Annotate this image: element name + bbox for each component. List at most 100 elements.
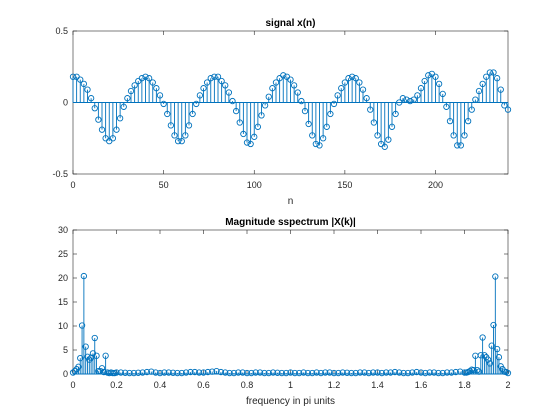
spectrum-stem-marker bbox=[475, 368, 483, 375]
spectrum-stem-marker bbox=[282, 369, 290, 377]
spectrum-stem-marker bbox=[356, 369, 364, 376]
spectrum-stem-marker bbox=[217, 368, 225, 376]
signal-stem-marker bbox=[414, 92, 421, 99]
spectrum-stem-marker bbox=[326, 369, 333, 376]
signal-stem-marker bbox=[338, 85, 345, 92]
signal-stem-marker bbox=[196, 92, 204, 99]
signal-y-tick-label: 0 bbox=[63, 98, 68, 108]
signal-stem-marker bbox=[305, 120, 312, 128]
spectrum-stem-marker bbox=[230, 369, 238, 377]
spectrum-x-tick-label: 1.4 bbox=[371, 380, 384, 390]
signal-stem-marker bbox=[421, 77, 428, 85]
spectrum-stem-marker bbox=[417, 369, 425, 376]
spectrum-stem-marker bbox=[226, 369, 233, 377]
signal-stem-marker bbox=[269, 85, 276, 92]
spectrum-stem-marker bbox=[209, 368, 216, 375]
signal-stem-marker bbox=[464, 117, 472, 125]
signal-stem-marker bbox=[95, 116, 102, 123]
spectrum-stem-marker bbox=[413, 368, 420, 376]
signal-stem-marker bbox=[501, 102, 508, 109]
spectrum-x-tick-label: 1.2 bbox=[328, 380, 341, 390]
spectrum-stem-marker bbox=[330, 369, 338, 377]
signal-axes: 0 50 100 150 200-0.500.5 signal x(n) n bbox=[52, 18, 512, 207]
spectrum-x-tick-label: 0.8 bbox=[241, 380, 254, 390]
signal-stem-marker bbox=[211, 73, 218, 80]
signal-x-tick-label: 0 bbox=[70, 180, 75, 190]
spectrum-stem-marker bbox=[383, 369, 390, 376]
signal-stem-marker bbox=[160, 100, 167, 108]
signal-stem-marker bbox=[417, 85, 425, 92]
spectrum-stem-marker bbox=[122, 369, 129, 376]
signal-stem-marker bbox=[131, 82, 138, 89]
spectrum-stem-marker bbox=[369, 369, 377, 376]
spectrum-stem-marker bbox=[409, 369, 416, 376]
signal-stem-marker bbox=[345, 75, 352, 82]
spectrum-stem-marker bbox=[69, 369, 77, 376]
signal-stem-marker bbox=[77, 76, 84, 83]
spectrum-stem-marker bbox=[139, 369, 146, 376]
spectrum-stem-marker bbox=[195, 369, 203, 376]
signal-stem-marker bbox=[240, 130, 247, 138]
signal-stem-marker bbox=[164, 110, 171, 118]
signal-stem-marker bbox=[385, 136, 392, 143]
spectrum-stem-marker bbox=[135, 369, 142, 376]
spectrum-stem-marker bbox=[300, 369, 307, 376]
spectrum-stem-marker bbox=[82, 343, 89, 350]
signal-stem-marker bbox=[330, 100, 338, 108]
signal-stem-marker bbox=[479, 80, 486, 88]
spectrum-stem-marker bbox=[200, 369, 207, 376]
spectrum-stem-marker bbox=[269, 369, 277, 376]
spectrum-stem-marker bbox=[335, 369, 342, 377]
spectrum-stem-marker bbox=[75, 363, 82, 370]
spectrum-stem-marker bbox=[77, 355, 84, 362]
spectrum-stem-marker bbox=[466, 367, 474, 375]
spectrum-stem-marker bbox=[481, 352, 488, 359]
spectrum-stem-marker bbox=[448, 369, 455, 376]
spectrum-stem-marker bbox=[490, 321, 497, 329]
signal-stem-marker bbox=[381, 143, 388, 150]
spectrum-x-tick-label: 1.8 bbox=[458, 380, 471, 390]
spectrum-x-tick-label: 0 bbox=[70, 380, 75, 390]
spectrum-stem-marker bbox=[378, 369, 385, 377]
spectrum-stem-marker bbox=[109, 369, 117, 377]
spectrum-stem-marker bbox=[426, 369, 433, 376]
signal-stem-marker bbox=[323, 123, 330, 130]
spectrum-stem-marker bbox=[374, 369, 381, 376]
signal-stem-marker bbox=[69, 73, 77, 80]
spectrum-stem-marker bbox=[479, 334, 486, 341]
signal-stem-marker bbox=[363, 95, 370, 102]
signal-stem-marker bbox=[109, 135, 117, 142]
spectrum-x-tick-label: 1 bbox=[288, 380, 293, 390]
signal-stem-marker bbox=[341, 79, 349, 86]
spectrum-y-tick-label: 25 bbox=[58, 249, 68, 259]
signal-stem-marker bbox=[472, 96, 479, 103]
spectrum-stem-marker bbox=[256, 369, 264, 376]
signal-stem-marker bbox=[84, 86, 91, 93]
signal-stem-marker bbox=[468, 106, 475, 113]
signal-stem-marker bbox=[348, 73, 356, 80]
spectrum-stem-marker bbox=[235, 369, 242, 376]
signal-stem-marker bbox=[406, 97, 414, 105]
spectrum-stem-marker bbox=[430, 369, 438, 376]
signal-stem-marker bbox=[504, 106, 512, 113]
spectrum-x-tick-label: 0.2 bbox=[110, 380, 123, 390]
spectrum-stem-marker bbox=[439, 369, 446, 377]
spectrum-stem-marker bbox=[435, 369, 442, 377]
spectrum-stem-marker bbox=[161, 369, 168, 376]
signal-stem-marker bbox=[319, 135, 327, 142]
spectrum-stem-marker bbox=[213, 367, 220, 375]
spectrum-stem-marker bbox=[117, 369, 125, 376]
signal-stem-marker bbox=[218, 77, 225, 85]
spectrum-stem-marker bbox=[174, 369, 181, 377]
signal-stem-marker bbox=[352, 75, 359, 82]
signal-stem-marker bbox=[454, 142, 461, 149]
signal-stem-marker bbox=[120, 103, 127, 110]
signal-stem-marker bbox=[232, 107, 240, 115]
spectrum-stem-marker bbox=[248, 369, 255, 377]
spectrum-stem-marker bbox=[456, 368, 464, 375]
spectrum-stem-marker bbox=[387, 369, 394, 376]
spectrum-stem-marker bbox=[352, 369, 359, 377]
spectrum-stem-marker bbox=[400, 369, 407, 377]
spectrum-stem-marker bbox=[165, 369, 172, 376]
signal-stem-marker bbox=[309, 132, 316, 139]
